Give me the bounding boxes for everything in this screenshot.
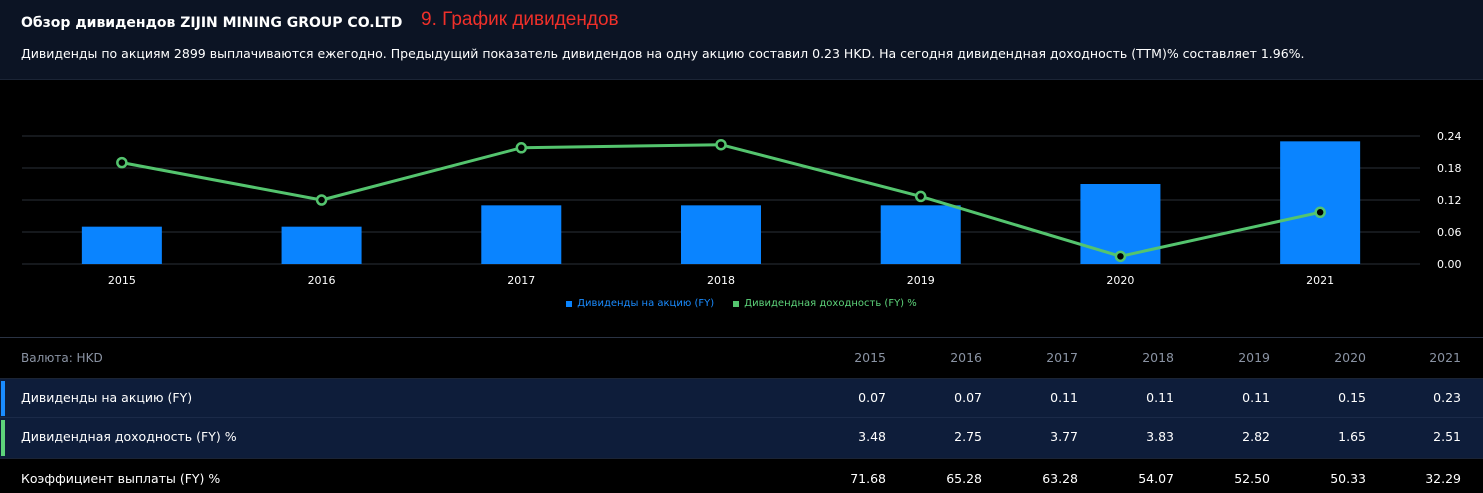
dividend-table: Валюта: HKD 2015 2016 2017 2018 2019 202… bbox=[0, 337, 1483, 493]
table-cell: 0.07 bbox=[858, 390, 886, 405]
legend-swatch-line bbox=[733, 300, 740, 307]
page-title: Обзор дивидендов ZIJIN MINING GROUP CO.L… bbox=[21, 15, 403, 31]
table-cell: 3.83 bbox=[1146, 429, 1174, 444]
yield-point bbox=[515, 142, 528, 154]
bar bbox=[481, 205, 562, 264]
x-tick-label: 2017 bbox=[507, 274, 535, 287]
row-label: Коэффициент выплаты (FY) % bbox=[21, 471, 221, 486]
dividend-overview-header: Обзор дивидендов ZIJIN MINING GROUP CO.L… bbox=[0, 0, 1483, 80]
table-cell: 0.11 bbox=[1242, 390, 1270, 405]
table-row-payout[interactable]: Коэффициент выплаты (FY) % 71.68 65.28 6… bbox=[0, 458, 1483, 493]
year-header: 2018 bbox=[1142, 350, 1174, 365]
table-cell: 32.29 bbox=[1425, 471, 1461, 486]
year-header: 2019 bbox=[1238, 350, 1270, 365]
bar bbox=[880, 205, 961, 264]
chart-legend: Дивиденды на акцию (FY) Дивидендная дохо… bbox=[0, 298, 1483, 310]
table-cell: 1.65 bbox=[1338, 429, 1366, 444]
y-tick-label: 0.12 bbox=[1437, 194, 1462, 207]
table-cell: 52.50 bbox=[1234, 471, 1270, 486]
x-tick-label: 2020 bbox=[1106, 274, 1134, 287]
table-cell: 0.23 bbox=[1433, 390, 1461, 405]
year-header: 2021 bbox=[1429, 350, 1461, 365]
yield-point bbox=[116, 156, 128, 169]
row-marker-line bbox=[1, 420, 5, 456]
y-tick-label: 0.00 bbox=[1437, 258, 1462, 271]
x-tick-label: 2016 bbox=[308, 274, 336, 287]
x-tick-label: 2021 bbox=[1306, 274, 1334, 287]
table-cell: 54.07 bbox=[1138, 471, 1174, 486]
table-header-row: Валюта: HKD 2015 2016 2017 2018 2019 202… bbox=[0, 338, 1483, 379]
dividend-chart-area: 0.00 0.06 0.12 0.18 0.24 2015 2016 2017 2018 2019… bbox=[0, 81, 1483, 337]
row-label: Дивидендная доходность (FY) % bbox=[21, 429, 237, 444]
legend-label-yield: Дивидендная доходность (FY) % bbox=[744, 298, 917, 309]
table-cell: 2.82 bbox=[1242, 429, 1270, 444]
yield-point bbox=[1314, 206, 1326, 219]
x-tick-label: 2018 bbox=[707, 274, 735, 287]
dividend-description: Дивиденды по акциям 2899 выплачиваются е… bbox=[21, 46, 1305, 61]
yield-point bbox=[1114, 250, 1127, 263]
currency-label: Валюта: HKD bbox=[21, 351, 103, 365]
yield-point bbox=[914, 190, 927, 203]
table-cell: 0.11 bbox=[1146, 390, 1174, 405]
x-tick-label: 2015 bbox=[108, 274, 136, 287]
bar bbox=[281, 226, 362, 264]
y-tick-label: 0.18 bbox=[1437, 162, 1462, 175]
legend-swatch-bar bbox=[566, 300, 573, 307]
x-tick-label: 2019 bbox=[907, 274, 935, 287]
table-cell: 3.77 bbox=[1050, 429, 1078, 444]
year-header: 2016 bbox=[950, 350, 982, 365]
table-cell: 2.51 bbox=[1433, 429, 1461, 444]
table-cell: 3.48 bbox=[858, 429, 886, 444]
section-annotation: 9. График дивидендов bbox=[421, 9, 619, 30]
bar bbox=[1280, 141, 1361, 264]
table-cell: 0.11 bbox=[1050, 390, 1078, 405]
table-cell: 0.07 bbox=[954, 390, 982, 405]
row-marker-bar bbox=[1, 381, 5, 416]
bar bbox=[81, 226, 162, 264]
table-cell: 0.15 bbox=[1338, 390, 1366, 405]
table-row-yield[interactable]: Дивидендная доходность (FY) % 3.48 2.75 … bbox=[0, 418, 1483, 458]
table-cell: 2.75 bbox=[954, 429, 982, 444]
y-tick-label: 0.24 bbox=[1437, 130, 1462, 143]
y-tick-label: 0.06 bbox=[1437, 226, 1462, 239]
year-header: 2020 bbox=[1334, 350, 1366, 365]
yield-point bbox=[715, 138, 727, 151]
year-header: 2017 bbox=[1046, 350, 1078, 365]
yield-point bbox=[315, 194, 328, 206]
legend-label-dividends: Дивиденды на акцию (FY) bbox=[577, 298, 715, 309]
bar bbox=[681, 205, 761, 264]
table-cell: 65.28 bbox=[946, 471, 982, 486]
legend-item-yield[interactable]: Дивидендная доходность (FY) % bbox=[733, 298, 917, 309]
table-cell: 71.68 bbox=[850, 471, 886, 486]
dividend-chart: 0.00 0.06 0.12 0.18 0.24 2015 2016 2017 2018 2019… bbox=[22, 130, 1462, 287]
row-label: Дивиденды на акцию (FY) bbox=[21, 390, 193, 405]
legend-item-dividends[interactable]: Дивиденды на акцию (FY) bbox=[566, 298, 714, 309]
table-row-dividends[interactable]: Дивиденды на акцию (FY) 0.07 0.07 0.11 0… bbox=[0, 379, 1483, 418]
year-header: 2015 bbox=[854, 350, 886, 365]
table-cell: 63.28 bbox=[1042, 471, 1078, 486]
table-cell: 50.33 bbox=[1330, 471, 1366, 486]
